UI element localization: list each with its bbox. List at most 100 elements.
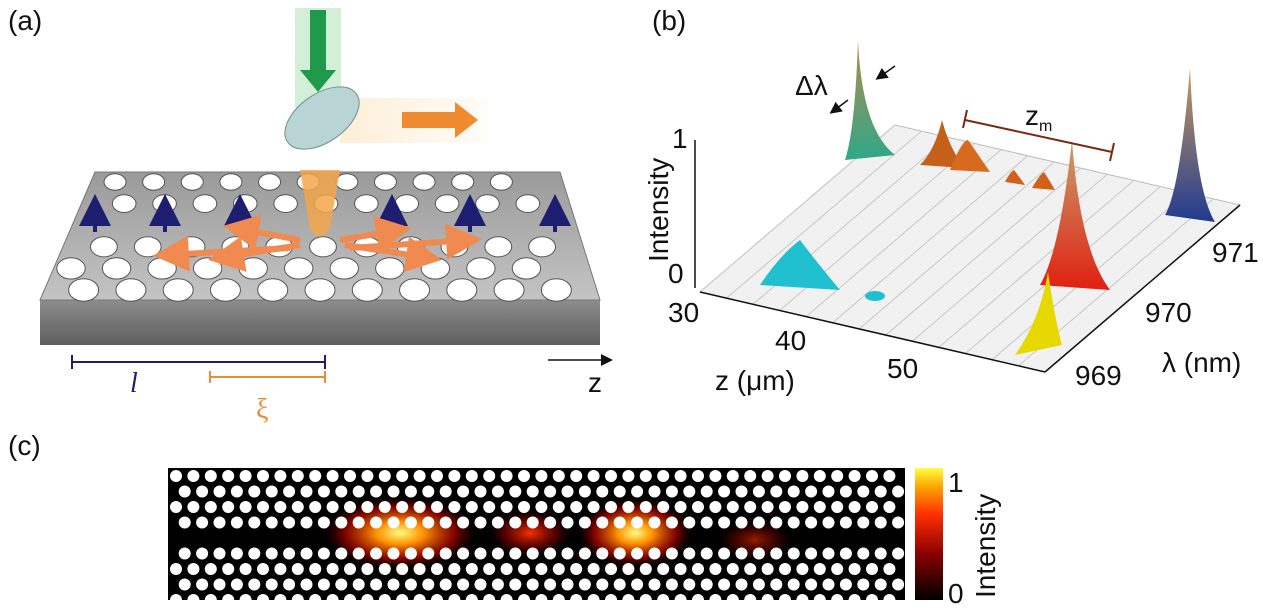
- hole: [115, 278, 147, 302]
- hole: [387, 516, 400, 529]
- hole: [509, 578, 522, 591]
- hole: [326, 501, 339, 513]
- hole: [265, 578, 278, 591]
- hole: [544, 547, 557, 560]
- hole: [631, 547, 644, 560]
- hole: [535, 501, 548, 513]
- hole: [892, 485, 905, 498]
- hole: [578, 547, 591, 560]
- in-arrow: [300, 10, 336, 92]
- hole: [752, 485, 765, 498]
- hole: [578, 485, 591, 498]
- hole: [329, 257, 359, 280]
- hole: [561, 485, 574, 498]
- hole: [805, 547, 818, 560]
- hole: [265, 485, 278, 498]
- hole: [378, 470, 391, 482]
- hole: [239, 501, 252, 513]
- hole: [204, 470, 217, 482]
- hole: [187, 594, 200, 606]
- hole: [361, 594, 374, 606]
- hole: [779, 470, 791, 482]
- hole: [90, 236, 118, 258]
- hole: [657, 501, 670, 513]
- hole: [412, 173, 436, 191]
- hole: [518, 470, 530, 482]
- hole: [465, 563, 478, 575]
- hole: [335, 547, 348, 560]
- hole: [779, 594, 791, 606]
- hole: [761, 594, 774, 606]
- hole: [631, 578, 644, 591]
- hole: [273, 194, 298, 213]
- hole: [204, 594, 217, 606]
- hole: [239, 594, 252, 606]
- hole: [622, 501, 635, 513]
- hole: [474, 516, 487, 529]
- hole: [605, 594, 617, 606]
- hole: [335, 516, 348, 529]
- hole: [222, 501, 235, 513]
- hole: [665, 516, 678, 529]
- hole: [413, 501, 426, 513]
- hole: [718, 578, 731, 591]
- delta-arrow: [829, 99, 849, 114]
- hole: [352, 516, 365, 529]
- hole: [831, 563, 844, 575]
- hole: [657, 594, 670, 606]
- hole: [274, 563, 287, 575]
- hole: [726, 563, 739, 575]
- hole: [866, 470, 878, 482]
- hole: [56, 257, 86, 280]
- hole: [596, 578, 609, 591]
- hole: [170, 501, 182, 513]
- hole: [700, 578, 713, 591]
- hole: [570, 594, 583, 606]
- hole: [709, 594, 722, 606]
- hole: [396, 470, 409, 482]
- arrows: [79, 194, 571, 273]
- hole: [230, 578, 243, 591]
- hole: [796, 501, 809, 513]
- hole: [219, 173, 243, 191]
- hole: [404, 547, 417, 560]
- hole: [192, 257, 223, 280]
- peak: [1040, 140, 1110, 290]
- hole: [587, 470, 600, 482]
- hole: [111, 194, 137, 213]
- hole: [352, 547, 365, 560]
- lambda-tick-label: 969: [1075, 360, 1122, 391]
- slab-side: [40, 300, 600, 345]
- hole: [770, 485, 783, 498]
- hole: [300, 547, 313, 560]
- hole: [596, 547, 609, 560]
- hole: [770, 516, 783, 529]
- hole: [848, 594, 861, 606]
- hole: [326, 470, 339, 482]
- hole: [170, 563, 182, 575]
- hole: [683, 516, 696, 529]
- hole: [561, 547, 574, 560]
- hole: [317, 485, 330, 498]
- hole: [665, 485, 678, 498]
- hole: [422, 578, 435, 591]
- hole: [378, 501, 391, 513]
- zm-sub: m: [1039, 118, 1052, 135]
- hole: [448, 501, 461, 513]
- hole: [726, 594, 739, 606]
- hole: [718, 485, 731, 498]
- hole: [796, 594, 809, 606]
- panel-label: (c): [8, 430, 41, 461]
- hole: [892, 578, 905, 591]
- hole: [483, 594, 496, 606]
- hole: [439, 578, 452, 591]
- hole: [422, 516, 435, 529]
- hole: [474, 485, 487, 498]
- hole: [718, 547, 731, 560]
- zm-bar: [964, 119, 1113, 153]
- hole: [344, 470, 356, 482]
- hole: [317, 547, 330, 560]
- hole: [162, 278, 194, 302]
- hole: [238, 257, 268, 280]
